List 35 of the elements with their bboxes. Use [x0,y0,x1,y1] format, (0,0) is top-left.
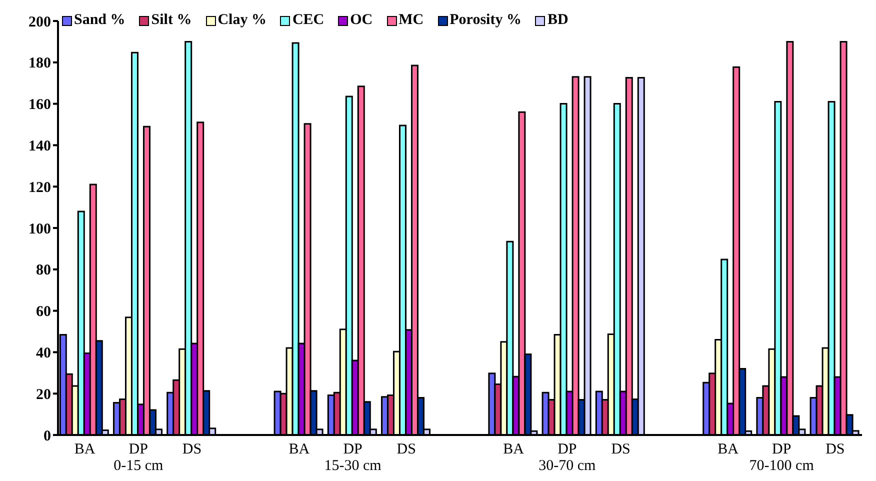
x-tick-label: DP [558,442,577,458]
x-tick-label: BA [503,442,524,458]
x-tick-label: BA [718,442,739,458]
legend-label: OC [350,12,373,29]
x-tick-label: DP [128,442,148,458]
y-tick-label: 100 [28,221,51,238]
legend-label: Sand % [74,12,126,29]
text: 15-30 cm [324,458,382,474]
y-tick-label: 0 [44,428,51,444]
y-tick-label: 180 [28,56,51,72]
x-tick-label: DS [182,442,202,458]
x-tick-label: DS [826,442,845,458]
y-tick-label: 20 [36,386,51,403]
legend-label: BD [547,12,568,29]
x-tick-label: BA [288,442,310,458]
y-tick-label: 140 [28,138,51,155]
text: 30-70 cm [538,458,596,474]
x-tick-label: DP [343,442,362,458]
y-tick-label: 120 [28,180,51,196]
legend-label: Clay % [218,12,266,29]
x-tick-label: DP [772,442,792,458]
y-tick-label: 60 [36,304,51,320]
legend-label: Porosity % [450,12,522,29]
y-tick-label: 200 [28,14,51,30]
legend-label: MC [398,12,424,29]
x-tick-label: DS [396,442,416,458]
y-tick-label: 40 [36,346,51,362]
text: 0-15 cm [114,458,164,474]
x-tick-label: BA [74,442,96,458]
legend-label: Silt % [151,12,192,29]
y-tick-label: 160 [28,97,51,114]
text: 70-100 cm [749,458,814,474]
y-tick-label: 80 [36,262,51,279]
legend-label: CEC [292,12,324,29]
x-tick-label: DS [611,442,630,458]
